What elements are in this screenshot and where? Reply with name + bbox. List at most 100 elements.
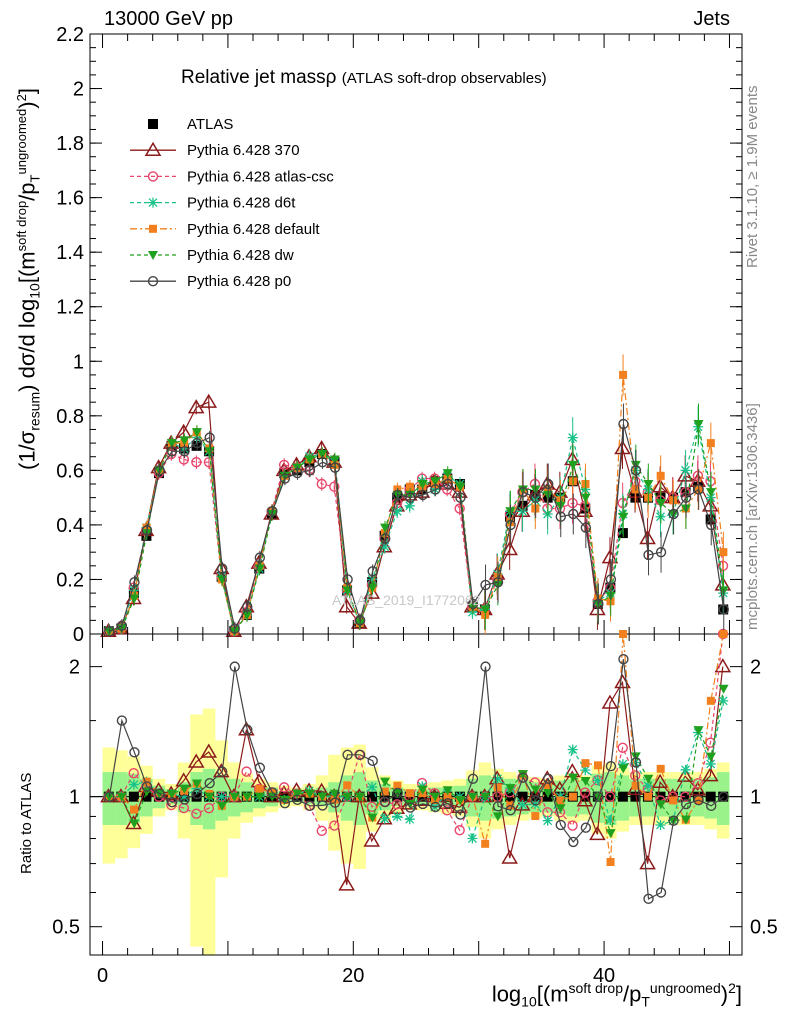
data-point — [643, 549, 654, 561]
series-6 — [104, 403, 729, 905]
legend-label: Pythia 6.428 p0 — [187, 273, 291, 290]
data-point — [701, 767, 719, 782]
data-point — [693, 484, 704, 495]
data-point — [241, 766, 252, 777]
data-point — [154, 788, 165, 799]
data-point — [380, 796, 391, 808]
data-point — [619, 630, 628, 638]
data-point — [191, 437, 203, 449]
ratio-uncertainty-bands — [102, 708, 730, 955]
data-point — [229, 623, 240, 634]
series-line-main — [109, 423, 725, 632]
data-point — [655, 546, 667, 558]
data-point — [191, 808, 202, 819]
legend-entry-6: Pythia 6.428 p0 — [130, 273, 291, 290]
data-point — [568, 508, 579, 520]
data-point — [367, 755, 378, 767]
data-point — [517, 772, 529, 783]
data-point — [405, 802, 416, 813]
x-tick-label: 0 — [97, 965, 108, 987]
data-point — [706, 519, 717, 531]
series-line-ratio — [108, 659, 725, 900]
legend-entry-1: Pythia 6.428 370 — [130, 141, 300, 159]
data-point — [430, 484, 441, 495]
data-point — [643, 774, 654, 784]
data-point — [589, 825, 606, 841]
data-point — [568, 836, 579, 848]
main-y-tick-label: 2 — [73, 79, 84, 101]
data-point — [680, 492, 692, 503]
data-point — [187, 753, 205, 768]
data-point — [517, 486, 529, 498]
data-point — [104, 792, 115, 802]
data-point — [242, 724, 253, 735]
data-point — [441, 805, 453, 816]
series-line-main — [108, 374, 724, 633]
main-y-tick-label: 0 — [73, 624, 84, 646]
legend-label: Pythia 6.428 default — [187, 221, 320, 238]
data-point — [593, 761, 602, 770]
data-point — [706, 800, 717, 812]
data-point — [617, 742, 628, 754]
mcplots-credit-label: mcplots.cern.ch [arXiv:1306.3436] — [744, 403, 761, 630]
legend-entry-0: ATLAS — [148, 116, 233, 133]
x-axis-label: log10[(msoft drop/pTungroomed)2] — [491, 980, 742, 1010]
data-point — [430, 801, 441, 813]
data-point — [417, 798, 429, 810]
data-point — [689, 781, 707, 796]
data-point — [592, 775, 603, 786]
data-point — [343, 781, 352, 790]
data-point — [568, 792, 577, 801]
data-point — [601, 549, 619, 564]
data-point — [404, 500, 415, 511]
data-point — [149, 224, 157, 233]
data-point — [639, 855, 656, 870]
main-y-tick-label: 1.8 — [56, 133, 84, 155]
ratio-y-tick-label: 0.5 — [52, 917, 80, 939]
data-point — [455, 809, 466, 820]
data-point — [706, 752, 717, 762]
data-point — [141, 781, 153, 792]
data-point — [338, 876, 355, 891]
data-point — [680, 798, 692, 810]
main-y-tick-label: 0.8 — [56, 406, 84, 428]
legend-entry-5: Pythia 6.428 dw — [130, 247, 294, 264]
data-point — [338, 598, 355, 613]
data-point — [644, 792, 653, 801]
data-point — [367, 566, 378, 577]
ratio-plot-frame — [89, 633, 743, 956]
data-point — [617, 759, 628, 770]
data-point — [148, 119, 158, 129]
data-point — [129, 747, 140, 758]
main-y-tick-label: 1.6 — [56, 188, 84, 210]
energy-label: 13000 GeV pp — [104, 8, 233, 30]
data-point — [204, 447, 215, 457]
data-point — [154, 465, 165, 476]
main-y-tick-label: 2.2 — [56, 24, 84, 46]
data-point — [493, 783, 502, 792]
legend-label: Pythia 6.428 atlas-csc — [187, 168, 334, 185]
data-point — [593, 598, 604, 610]
data-point — [680, 791, 691, 802]
main-y-axis-label: (1/σresum) dσ/d log10[(msoft drop/pTungr… — [14, 88, 43, 470]
data-point — [676, 767, 694, 782]
data-point — [367, 791, 378, 802]
rivet-version-label: Rivet 3.1.10, ≥ 1.9M events — [744, 85, 761, 269]
data-point — [454, 824, 465, 836]
data-point — [501, 849, 518, 864]
data-point — [467, 833, 478, 844]
series-line-main — [108, 453, 724, 633]
main-y-tick-label: 0.4 — [56, 515, 84, 537]
data-point — [617, 791, 628, 802]
data-point — [380, 777, 391, 787]
data-point — [555, 511, 566, 522]
data-point — [567, 820, 578, 831]
data-point — [147, 276, 159, 287]
data-point — [379, 791, 390, 802]
main-y-tick-label: 1.2 — [56, 297, 84, 319]
data-point — [267, 506, 278, 517]
data-point — [517, 791, 528, 802]
data-point — [580, 522, 592, 533]
data-point — [706, 696, 715, 705]
